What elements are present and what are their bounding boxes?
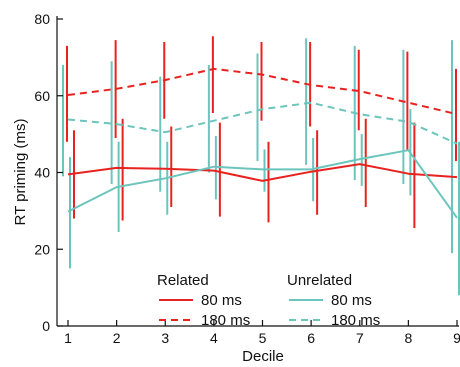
legend-title-related: Related [157,272,209,289]
y-tick-label-80: 80 [34,11,50,27]
y-tick-label-40: 40 [34,165,50,181]
x-tick-label-2: 2 [113,330,121,346]
series-line-unrelated-80-ms [67,149,458,219]
y-tick-label-60: 60 [34,88,50,104]
x-axis-title: Decile [242,348,284,365]
series-line-unrelated-180-ms [67,101,458,145]
legend-label-related-180-ms: 180 ms [201,312,250,329]
axes: 0 20 40 60 80 1 2 3 4 5 6 7 8 9 Decile RT priming (ms) [12,11,460,365]
legend: Related 80 ms 180 ms Unrelated 80 ms 180 ms [157,272,380,329]
x-tick-label-5: 5 [259,330,267,346]
x-tick-label-6: 6 [307,330,315,346]
legend-label-unrelated-180-ms: 180 ms [331,312,380,329]
x-tick-label-1: 1 [64,330,72,346]
y-axis-title: RT priming (ms) [12,119,29,226]
series-lines [67,67,458,219]
x-tick-label-9: 9 [453,330,460,346]
x-tick-label-8: 8 [404,330,412,346]
y-tick-label-20: 20 [34,241,50,257]
legend-label-related-80-ms: 80 ms [201,292,242,309]
x-tick-label-4: 4 [210,330,218,346]
x-tick-label-7: 7 [356,330,364,346]
legend-label-unrelated-80-ms: 80 ms [331,292,372,309]
y-tick-label-0: 0 [42,318,50,334]
x-tick-label-3: 3 [161,330,169,346]
series-line-related-180-ms [67,67,458,116]
legend-title-unrelated: Unrelated [287,272,352,289]
series-line-related-80-ms [67,163,458,182]
